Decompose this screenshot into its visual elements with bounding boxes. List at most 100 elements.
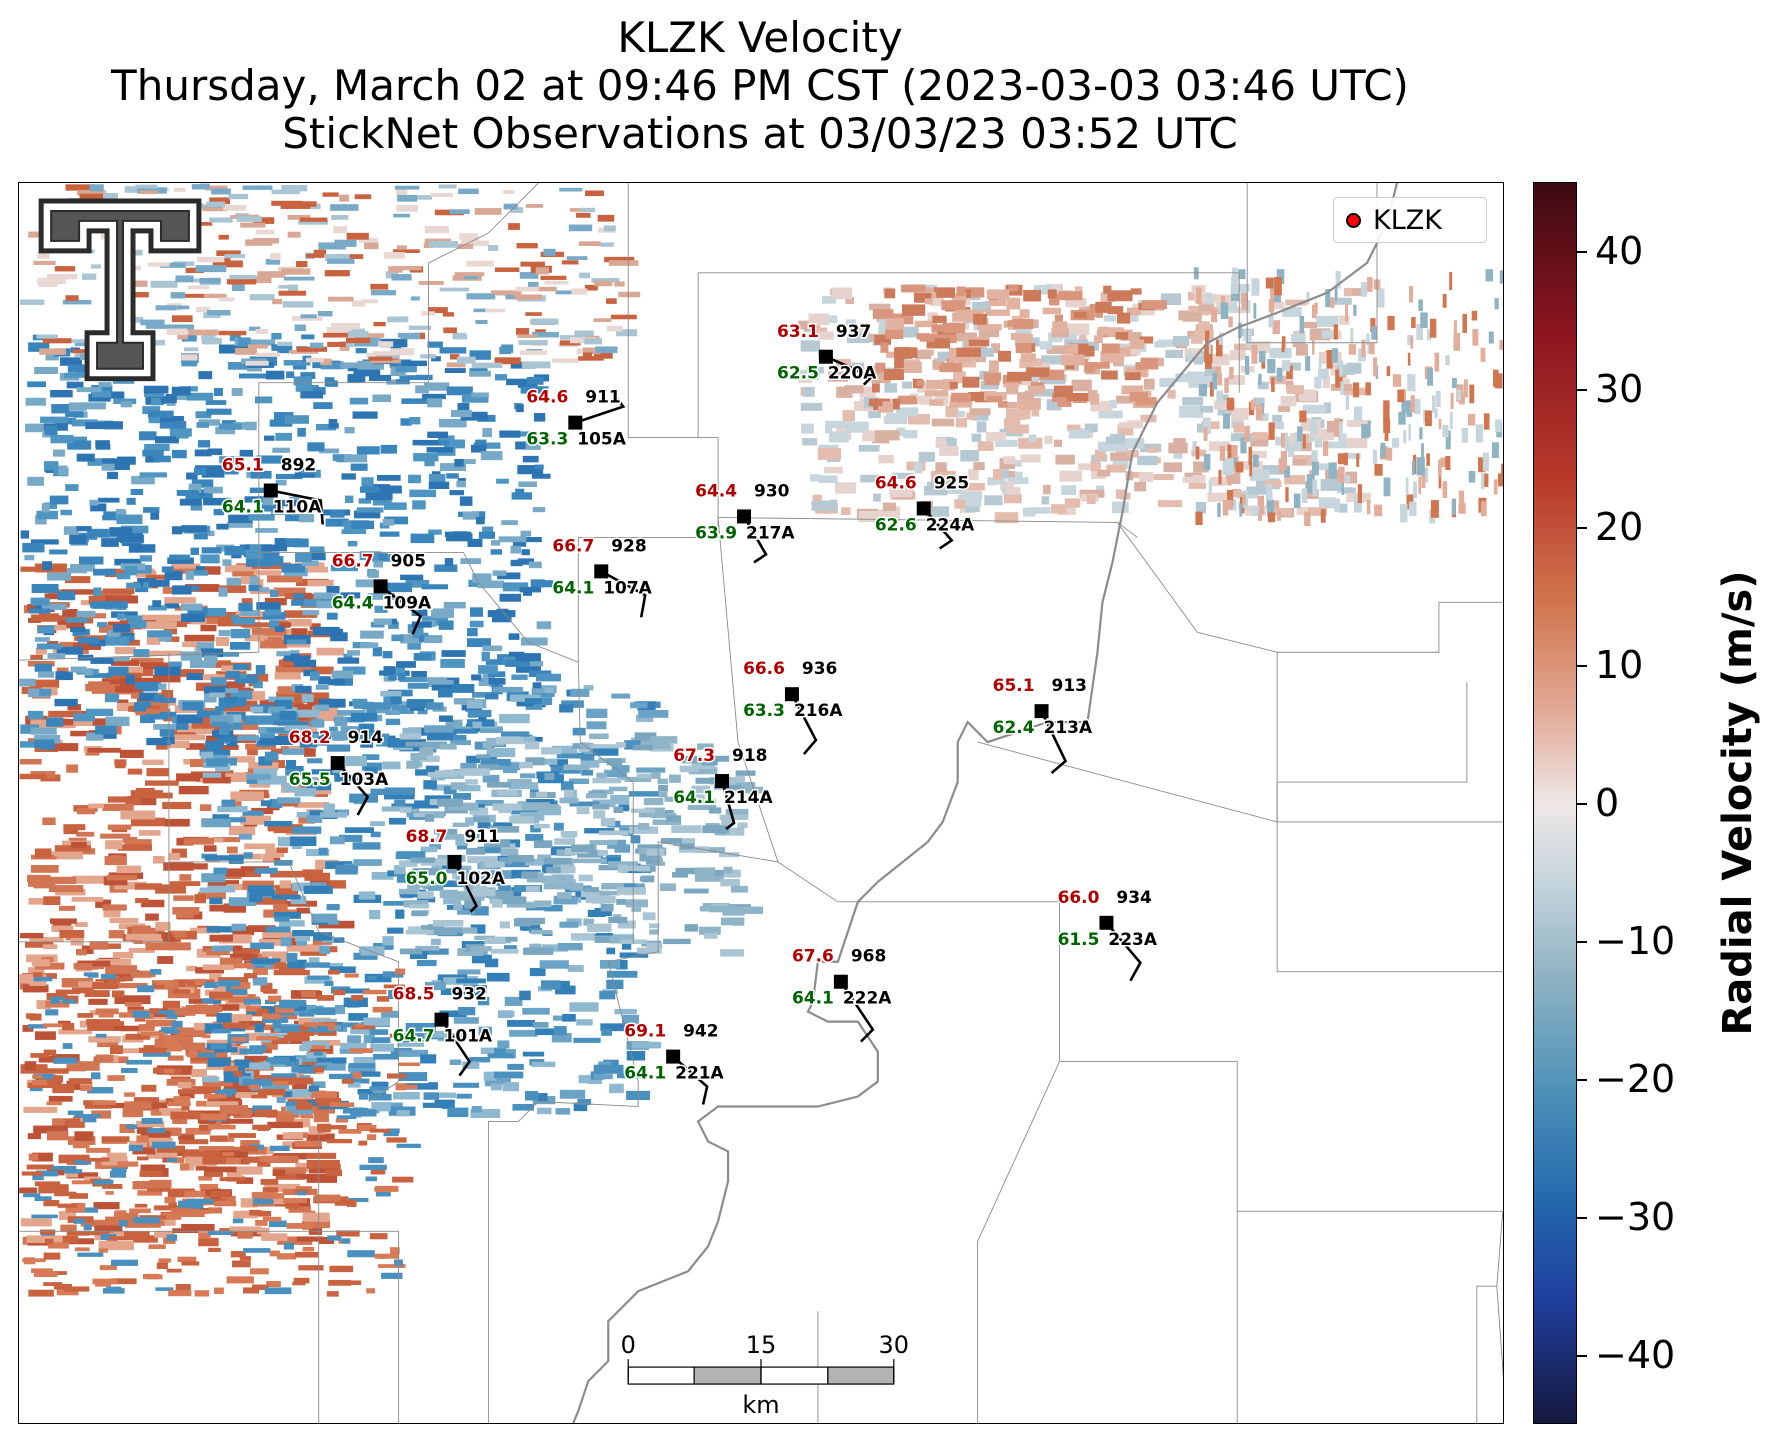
- velocity-bin: [1020, 353, 1036, 362]
- velocity-bin: [74, 1160, 92, 1165]
- velocity-bin: [171, 930, 187, 938]
- velocity-bin: [73, 643, 102, 650]
- velocity-bin: [1340, 381, 1344, 395]
- velocity-bin: [600, 857, 621, 864]
- velocity-bin: [519, 735, 536, 743]
- velocity-bin: [125, 674, 135, 685]
- velocity-bin: [89, 499, 99, 506]
- velocity-bin: [1135, 397, 1157, 406]
- velocity-bin: [27, 1133, 41, 1140]
- velocity-bin: [53, 449, 66, 457]
- velocity-bin: [181, 1224, 215, 1231]
- velocity-bin: [262, 1187, 278, 1193]
- velocity-bin: [221, 773, 251, 783]
- station-pressure: 937: [836, 322, 871, 342]
- velocity-bin: [309, 787, 332, 795]
- velocity-bin: [45, 1000, 70, 1008]
- velocity-bin: [427, 398, 443, 408]
- velocity-bin: [95, 1033, 107, 1038]
- station-pressure: 934: [1116, 888, 1152, 908]
- velocity-bin: [1244, 425, 1250, 443]
- velocity-bin: [300, 950, 327, 956]
- velocity-bin: [218, 681, 246, 688]
- velocity-bin: [449, 209, 470, 215]
- velocity-bin: [194, 1290, 210, 1297]
- velocity-bin: [100, 974, 117, 980]
- velocity-bin: [56, 667, 69, 675]
- velocity-bin: [532, 331, 560, 338]
- velocity-bin: [293, 802, 330, 808]
- velocity-bin: [243, 1248, 271, 1253]
- velocity-bin: [200, 804, 212, 812]
- velocity-bin: [159, 697, 176, 703]
- velocity-bin: [28, 231, 49, 238]
- velocity-bin: [196, 422, 209, 428]
- velocity-bin: [390, 694, 402, 704]
- velocity-bin: [526, 376, 544, 385]
- velocity-bin: [203, 686, 229, 695]
- map-panel[interactable]: 0 15 30 km 65.1 892 64.1 110A 64.6 911 63.3 105…: [18, 182, 1504, 1424]
- velocity-bin: [239, 449, 254, 457]
- velocity-bin: [163, 1068, 175, 1074]
- velocity-bin: [415, 945, 440, 951]
- velocity-bin: [493, 876, 504, 886]
- velocity-bin: [573, 1037, 601, 1043]
- velocity-bin: [498, 896, 527, 905]
- velocity-bin: [208, 1124, 236, 1130]
- velocity-bin: [1267, 484, 1272, 496]
- velocity-bin: [259, 1155, 278, 1162]
- velocity-bin: [171, 315, 193, 323]
- velocity-bin: [657, 778, 669, 785]
- velocity-bin: [108, 930, 125, 939]
- velocity-bin: [582, 352, 593, 360]
- station-marker: [1099, 915, 1114, 930]
- velocity-bin: [1252, 432, 1268, 440]
- velocity-bin: [210, 1043, 227, 1050]
- wind-barb-icon: [379, 585, 423, 635]
- velocity-bin: [737, 822, 748, 829]
- velocity-bin: [357, 360, 385, 370]
- velocity-bin: [139, 555, 152, 562]
- velocity-bin: [1167, 389, 1176, 399]
- velocity-bin: [1320, 479, 1343, 491]
- velocity-bin: [300, 314, 317, 319]
- station-dewpoint: 63.3: [526, 430, 568, 450]
- velocity-bin: [209, 934, 233, 942]
- velocity-bin: [1100, 400, 1111, 408]
- velocity-bin: [207, 1230, 233, 1236]
- velocity-bin: [1345, 471, 1358, 484]
- velocity-bin: [190, 503, 203, 511]
- velocity-bin: [139, 1170, 163, 1177]
- velocity-bin: [402, 1083, 434, 1090]
- velocity-bin: [115, 1210, 127, 1216]
- velocity-bin: [74, 1113, 101, 1118]
- velocity-bin: [379, 522, 390, 529]
- velocity-bin: [213, 867, 228, 875]
- velocity-bin: [718, 827, 745, 836]
- velocity-bin: [262, 853, 274, 863]
- velocity-bin: [86, 732, 104, 741]
- station-marker: [263, 483, 278, 498]
- velocity-bin: [50, 389, 73, 398]
- velocity-bin: [1272, 320, 1280, 335]
- velocity-bin: [294, 1251, 319, 1258]
- velocity-bin: [314, 704, 329, 712]
- velocity-bin: [477, 580, 505, 589]
